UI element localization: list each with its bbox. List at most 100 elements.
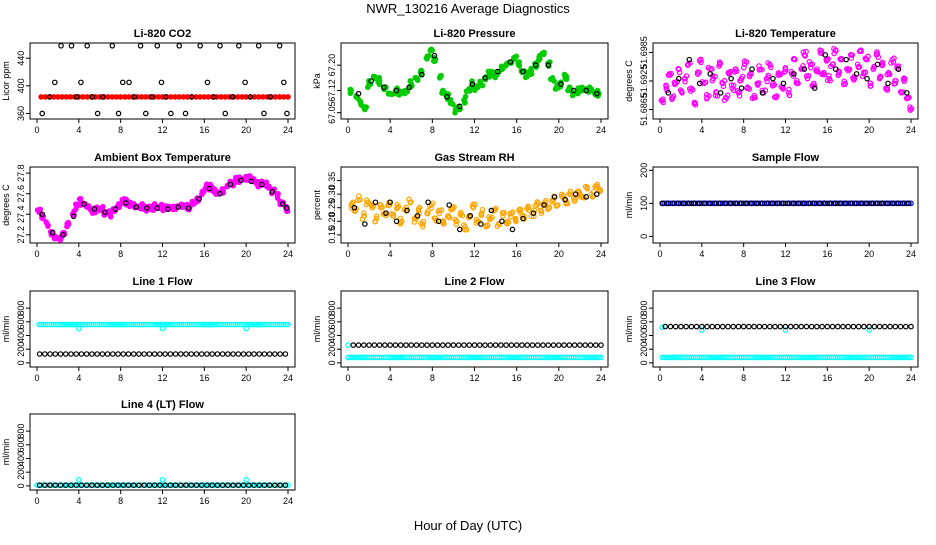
data-point bbox=[532, 203, 538, 209]
data-point bbox=[47, 482, 53, 489]
data-point bbox=[724, 92, 731, 99]
data-point bbox=[94, 351, 100, 357]
data-point bbox=[541, 202, 547, 208]
data-point bbox=[885, 69, 892, 76]
chart-title: Line 2 Flow bbox=[445, 276, 505, 288]
data-point bbox=[868, 83, 874, 89]
data-point bbox=[243, 94, 249, 100]
data-point bbox=[754, 81, 761, 87]
data-point bbox=[466, 342, 473, 348]
data-point bbox=[727, 200, 734, 207]
data-point bbox=[722, 200, 729, 207]
chart-title: Li-820 Temperature bbox=[735, 28, 836, 40]
data-point bbox=[453, 221, 459, 228]
data-point bbox=[892, 323, 899, 330]
data-point bbox=[372, 218, 378, 225]
x-tick-label: 20 bbox=[864, 125, 874, 135]
data-point bbox=[373, 213, 380, 219]
series-cyan bbox=[345, 342, 604, 361]
data-point bbox=[276, 43, 283, 49]
data-point bbox=[908, 354, 914, 361]
y-tick-label: 67.20 bbox=[327, 54, 337, 77]
data-point bbox=[188, 482, 195, 489]
data-point bbox=[108, 214, 114, 220]
data-point bbox=[377, 202, 383, 208]
data-point bbox=[793, 323, 799, 330]
x-tick-label: 0 bbox=[657, 125, 662, 135]
data-point bbox=[770, 75, 776, 82]
data-point bbox=[840, 323, 846, 330]
data-point bbox=[838, 55, 845, 62]
x-tick-label: 16 bbox=[512, 249, 522, 259]
data-point bbox=[283, 321, 289, 328]
data-point bbox=[397, 342, 404, 348]
data-point bbox=[162, 94, 169, 100]
y-tick-label: 800 bbox=[16, 424, 26, 439]
data-point bbox=[841, 78, 847, 85]
data-point bbox=[444, 213, 451, 219]
data-point bbox=[737, 77, 743, 84]
data-point bbox=[112, 206, 119, 212]
data-point bbox=[36, 482, 43, 489]
data-point bbox=[811, 200, 818, 207]
x-tick-label: 16 bbox=[822, 125, 832, 135]
data-point bbox=[517, 206, 524, 212]
data-point bbox=[534, 342, 541, 348]
data-point bbox=[897, 323, 904, 330]
data-point bbox=[268, 94, 275, 100]
data-point bbox=[279, 201, 286, 207]
data-point bbox=[425, 199, 431, 206]
data-point bbox=[417, 204, 423, 211]
y-tick-label: 600 bbox=[327, 314, 337, 329]
data-point bbox=[540, 342, 546, 348]
data-point bbox=[671, 81, 678, 88]
data-point bbox=[146, 351, 153, 357]
data-point bbox=[267, 94, 274, 100]
data-point bbox=[701, 200, 708, 207]
data-point bbox=[462, 93, 469, 100]
data-point bbox=[424, 210, 430, 217]
chart-title: Gas Stream RH bbox=[434, 152, 514, 164]
data-point bbox=[550, 342, 557, 348]
y-axis-label: degrees C bbox=[1, 184, 11, 226]
y-tick-label: 27.8 bbox=[16, 164, 26, 182]
data-point bbox=[162, 351, 168, 357]
data-point bbox=[845, 323, 852, 330]
data-point bbox=[47, 351, 53, 357]
x-tick-label: 20 bbox=[241, 249, 251, 259]
data-point bbox=[487, 216, 493, 223]
data-point bbox=[848, 200, 854, 207]
data-point bbox=[102, 209, 108, 215]
data-point bbox=[575, 189, 582, 196]
data-point bbox=[256, 351, 263, 357]
data-point bbox=[163, 94, 170, 100]
data-point bbox=[867, 80, 874, 87]
data-point bbox=[440, 342, 446, 348]
data-point bbox=[272, 351, 278, 357]
x-tick-label: 0 bbox=[657, 373, 662, 383]
data-point bbox=[182, 110, 189, 117]
data-point bbox=[863, 200, 870, 207]
data-point bbox=[104, 482, 111, 489]
data-point bbox=[198, 482, 205, 489]
data-point bbox=[520, 68, 526, 75]
data-point bbox=[91, 206, 98, 212]
data-point bbox=[564, 200, 571, 207]
data-point bbox=[84, 94, 90, 100]
data-point bbox=[864, 75, 870, 82]
data-point bbox=[164, 206, 171, 212]
data-point bbox=[907, 106, 914, 113]
x-tick-label: 24 bbox=[596, 125, 606, 135]
data-point bbox=[785, 200, 791, 207]
y-tick-label: 0 bbox=[327, 360, 337, 365]
chart-title: Line 1 Flow bbox=[133, 276, 193, 288]
data-point bbox=[469, 81, 476, 87]
data-point bbox=[125, 351, 132, 357]
x-tick-label: 8 bbox=[118, 125, 123, 135]
data-point bbox=[707, 71, 714, 77]
data-point bbox=[813, 67, 819, 74]
data-point bbox=[418, 71, 425, 78]
x-tick-label: 16 bbox=[822, 373, 832, 383]
x-tick-label: 4 bbox=[388, 125, 393, 135]
data-point bbox=[535, 200, 541, 206]
